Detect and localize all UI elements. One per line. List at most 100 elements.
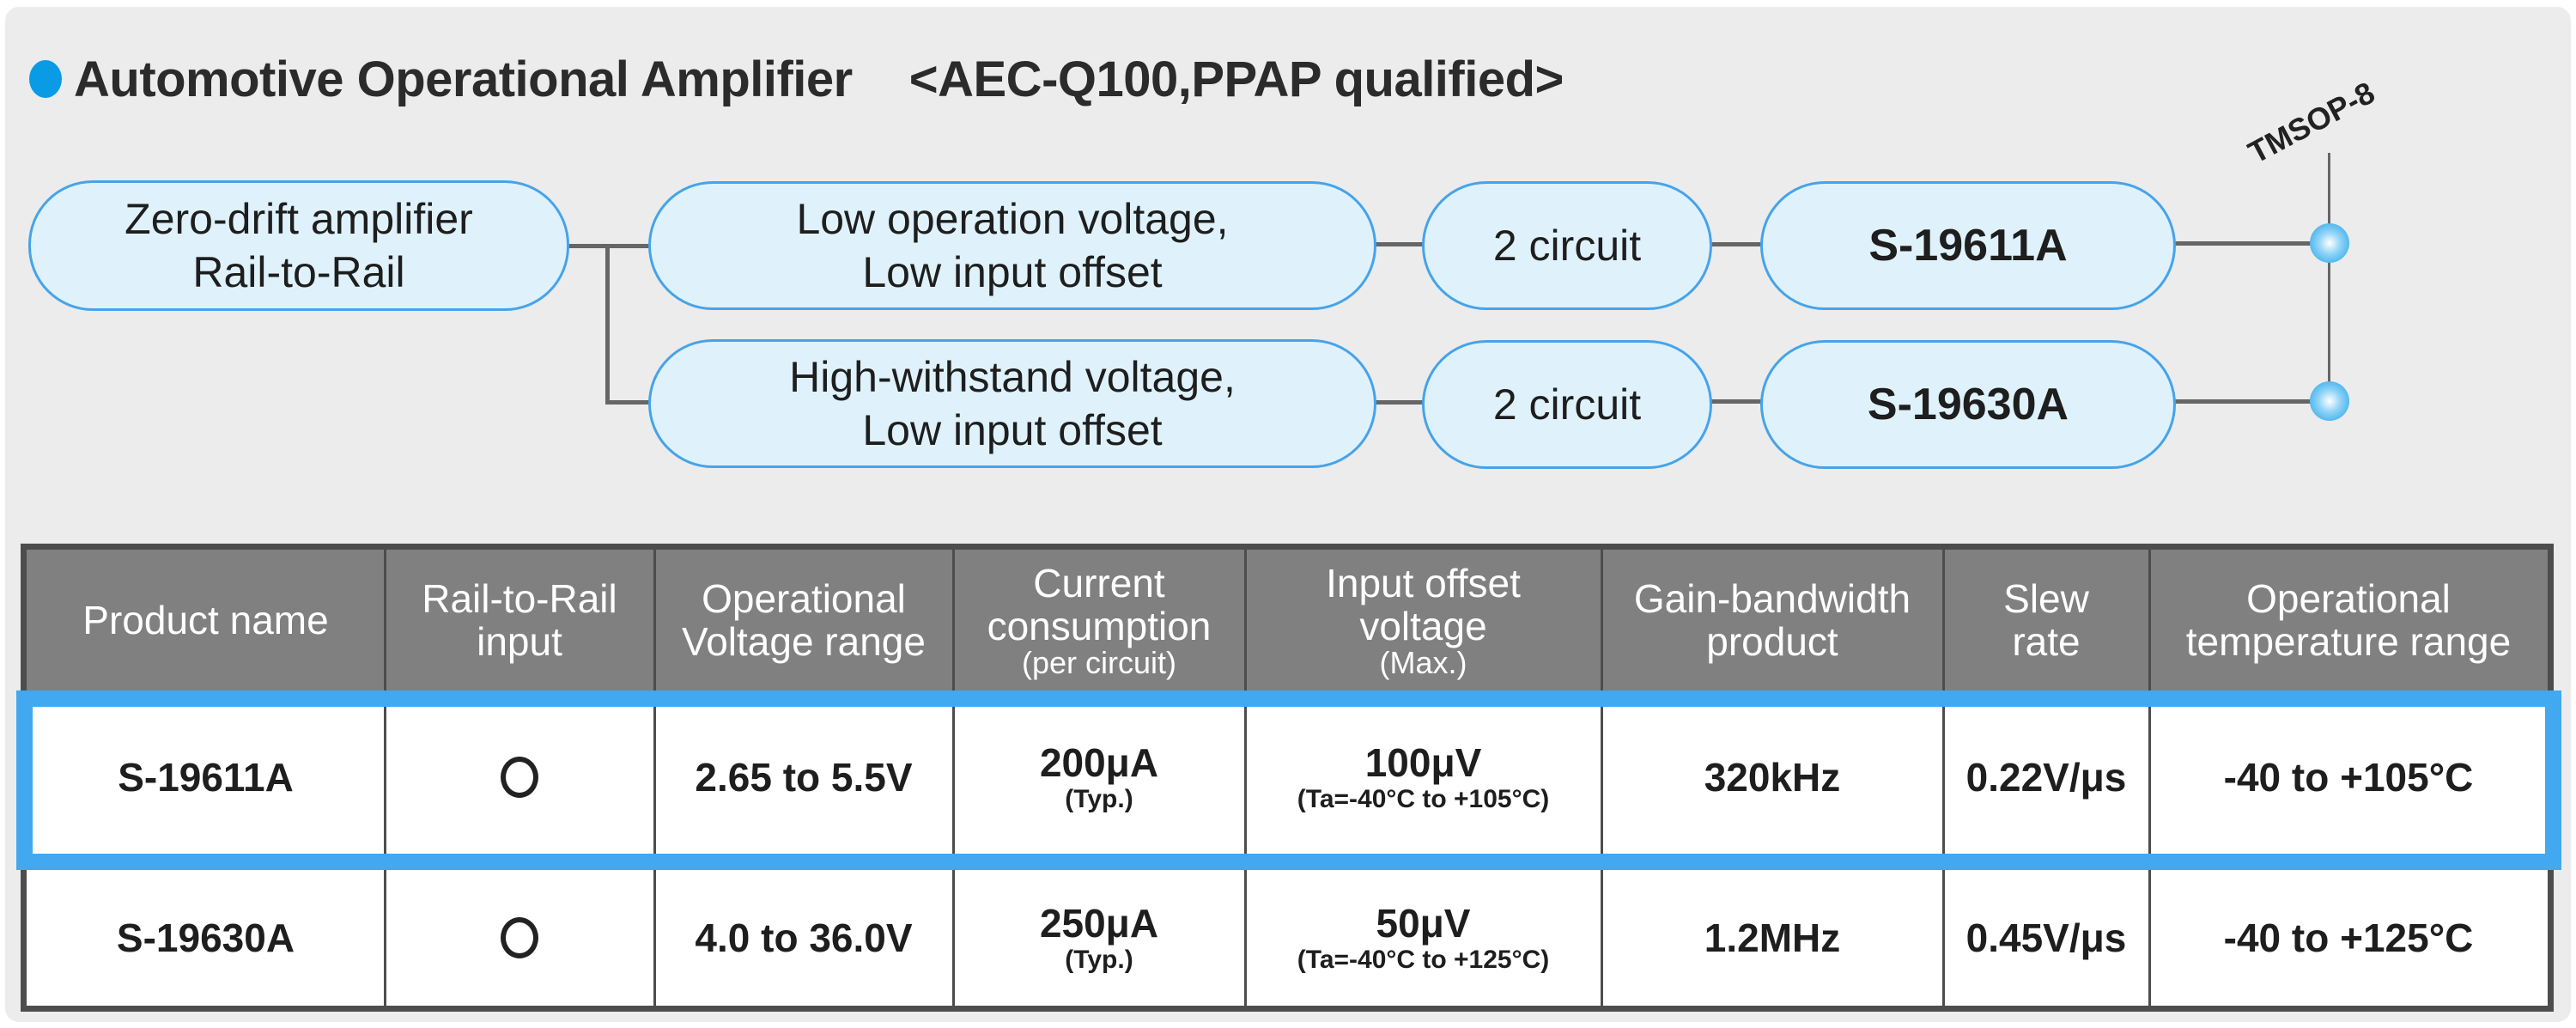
header-text: Rail-to-Rail (422, 576, 617, 621)
cell-voltage: 4.0 to 36.0V (654, 869, 953, 1007)
header-voltage: Operational Voltage range (654, 550, 953, 690)
cell-gbw: 320kHz (1601, 690, 1943, 864)
package-pin-icon (2310, 381, 2349, 421)
cell-temp: -40 to +105°C (2149, 690, 2548, 864)
cell-slew: 0.22V/μs (1943, 690, 2149, 864)
node-product-1: S-19611A (1760, 181, 2176, 310)
connector (1376, 242, 1424, 246)
header-text: input (477, 619, 562, 664)
header-text: voltage (1359, 604, 1487, 648)
cell-text: S-19611A (118, 755, 294, 800)
cell-note: (Ta=-40°C to +125°C) (1297, 946, 1550, 974)
cell-text: 200μA (1039, 740, 1159, 785)
cell-offset: 50μV (Ta=-40°C to +125°C) (1245, 869, 1601, 1007)
connector (1376, 400, 1424, 405)
connector (605, 400, 650, 405)
header-offset: Input offset voltage (Max.) (1245, 550, 1601, 690)
cell-text: 0.22V/μs (1965, 755, 2127, 800)
cell-note: (Ta=-40°C to +105°C) (1297, 785, 1550, 813)
row-highlight (16, 690, 2561, 870)
header-text: Input offset (1326, 561, 1521, 605)
spec-table: Product name Rail-to-Rail input Operation… (21, 544, 2554, 1012)
connector (2175, 241, 2312, 246)
header-current: Current consumption (per circuit) (953, 550, 1245, 690)
header-text: Current (1033, 561, 1165, 605)
cell-temp: -40 to +125°C (2149, 869, 2548, 1007)
bullet-icon (29, 60, 62, 98)
header-text: product (1706, 619, 1838, 664)
header-text: temperature range (2185, 619, 2512, 664)
node-text: Low input offset (862, 406, 1163, 454)
column-divider (1601, 550, 1603, 1006)
node-text: 2 circuit (1492, 222, 1642, 270)
header-text: Operational (2246, 576, 2451, 621)
node-text: High-withstand voltage, (789, 353, 1236, 401)
cell-text: S-19630A (116, 915, 295, 960)
header-note: (per circuit) (1021, 645, 1177, 680)
cell-text: -40 to +105°C (2223, 755, 2474, 800)
node-root: Zero-drift amplifier Rail-to-Rail (28, 180, 569, 311)
header-gbw: Gain-bandwidth product (1601, 550, 1943, 690)
column-divider (653, 550, 656, 1006)
header-note: (Max.) (1379, 645, 1467, 680)
cell-product: S-19611A (27, 690, 385, 864)
cell-voltage: 2.65 to 5.5V (654, 690, 953, 864)
table-header (27, 550, 2548, 690)
column-divider (952, 550, 955, 1006)
circle-mark-icon (501, 757, 538, 798)
node-circuit-1: 2 circuit (1422, 181, 1712, 310)
header-text: Product name (82, 598, 329, 642)
column-divider (1244, 550, 1247, 1006)
cell-text: 250μA (1039, 901, 1159, 946)
cell-text: 2.65 to 5.5V (695, 755, 913, 800)
node-text: Zero-drift amplifier (125, 195, 473, 243)
cell-gbw: 1.2MHz (1601, 869, 1943, 1007)
node-circuit-2: 2 circuit (1422, 340, 1712, 469)
cell-text: -40 to +125°C (2223, 915, 2474, 960)
cell-text: 0.45V/μs (1965, 915, 2127, 960)
cell-note: (Typ.) (1065, 946, 1133, 974)
title-main: Automotive Operational Amplifier (74, 51, 853, 107)
cell-current: 250μA (Typ.) (953, 869, 1245, 1007)
cell-text: 50μV (1376, 901, 1471, 946)
header-slew: Slew rate (1943, 550, 2149, 690)
cell-text: 320kHz (1704, 755, 1841, 800)
header-text: Operational (702, 576, 906, 621)
cell-note: (Typ.) (1065, 785, 1133, 813)
cell-text: 1.2MHz (1704, 915, 1841, 960)
connector (2328, 153, 2330, 402)
node-text: 2 circuit (1492, 380, 1642, 429)
connector (1711, 399, 1761, 404)
node-text: Low input offset (862, 248, 1163, 296)
cell-product: S-19630A (27, 869, 385, 1007)
cell-current: 200μA (Typ.) (953, 690, 1245, 864)
header-text: Gain-bandwidth (1633, 576, 1911, 621)
header-text: consumption (987, 604, 1212, 648)
circle-mark-icon (501, 917, 538, 958)
header-rail: Rail-to-Rail input (385, 550, 654, 690)
cell-offset: 100μV (Ta=-40°C to +105°C) (1245, 690, 1601, 864)
header-text: rate (2012, 619, 2081, 664)
header-temp: Operational temperature range (2149, 550, 2548, 690)
cell-text: 4.0 to 36.0V (695, 915, 913, 960)
column-divider (2148, 550, 2151, 1006)
connector (605, 244, 610, 404)
node-text: S-19611A (1868, 221, 2068, 271)
page-title: Automotive Operational Amplifier <AEC-Q1… (29, 45, 1564, 113)
node-text: S-19630A (1867, 380, 2069, 429)
node-product-2: S-19630A (1760, 340, 2176, 469)
connector (2175, 399, 2312, 404)
node-feature-2: High-withstand voltage, Low input offset (648, 339, 1376, 468)
connector (1711, 242, 1761, 246)
column-divider (384, 550, 386, 1006)
node-text: Rail-to-Rail (192, 248, 405, 296)
node-text: Low operation voltage, (796, 195, 1229, 243)
header-text: Voltage range (682, 619, 926, 664)
cell-slew: 0.45V/μs (1943, 869, 2149, 1007)
node-feature-1: Low operation voltage, Low input offset (648, 181, 1376, 310)
header-product: Product name (27, 550, 385, 690)
cell-text: 100μV (1364, 740, 1482, 785)
cell-rail (385, 869, 654, 1007)
cell-rail (385, 690, 654, 864)
column-divider (1942, 550, 1945, 1006)
